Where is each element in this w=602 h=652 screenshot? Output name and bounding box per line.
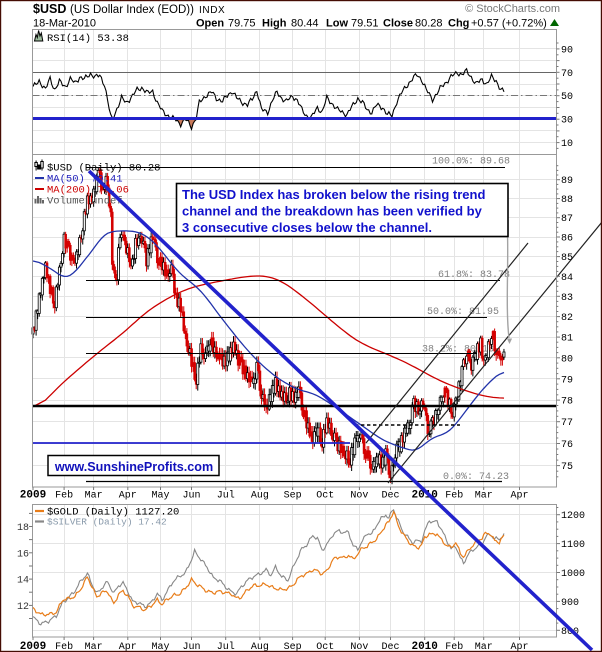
svg-text:81: 81 xyxy=(561,334,573,345)
svg-text:18: 18 xyxy=(17,523,29,534)
svg-text:+0.57 (+0.72%): +0.57 (+0.72%) xyxy=(471,18,547,30)
svg-text:© StockCharts.com: © StockCharts.com xyxy=(465,3,560,15)
svg-text:Jul: Jul xyxy=(217,490,235,502)
svg-text:79.51: 79.51 xyxy=(351,18,379,30)
svg-text:78: 78 xyxy=(561,397,573,408)
svg-text:76: 76 xyxy=(561,440,573,451)
svg-text:900: 900 xyxy=(561,598,579,609)
svg-text:Nov: Nov xyxy=(350,491,368,502)
svg-text:$SILVER (Daily) 17.42: $SILVER (Daily) 17.42 xyxy=(47,517,167,528)
svg-text:82: 82 xyxy=(561,313,573,324)
svg-text:80: 80 xyxy=(561,354,573,365)
svg-text:Mar: Mar xyxy=(475,491,493,502)
svg-text:May: May xyxy=(151,642,169,652)
svg-text:Mar: Mar xyxy=(85,642,103,652)
svg-text:1100: 1100 xyxy=(561,540,585,551)
svg-text:channel and the breakdown has: channel and the breakdown has been verif… xyxy=(182,203,483,218)
svg-text:0.0%: 74.23: 0.0%: 74.23 xyxy=(443,472,509,483)
svg-text:89: 89 xyxy=(561,176,573,187)
svg-text:INDX: INDX xyxy=(199,5,225,16)
svg-text:$USD: $USD xyxy=(33,2,66,16)
svg-text:Mar: Mar xyxy=(475,642,493,652)
svg-text:Apr: Apr xyxy=(510,642,528,652)
svg-text:18-Mar-2010: 18-Mar-2010 xyxy=(33,18,96,30)
svg-text:Volume undef: Volume undef xyxy=(47,196,123,208)
svg-text:79.75: 79.75 xyxy=(228,18,256,30)
svg-text:38.2%: 80.13: 38.2%: 80.13 xyxy=(422,345,494,356)
svg-text:2010: 2010 xyxy=(411,641,437,652)
svg-text:RSI(14) 53.38: RSI(14) 53.38 xyxy=(47,33,129,45)
svg-text:Apr: Apr xyxy=(119,642,137,652)
svg-text:Close: Close xyxy=(383,18,413,30)
svg-text:800: 800 xyxy=(561,627,579,638)
svg-text:86: 86 xyxy=(561,234,573,245)
svg-text:88: 88 xyxy=(561,195,573,206)
svg-text:Sep: Sep xyxy=(284,642,302,652)
svg-text:50.0%: 81.95: 50.0%: 81.95 xyxy=(427,307,499,318)
svg-text:16: 16 xyxy=(17,549,29,560)
svg-text:30: 30 xyxy=(561,116,573,127)
svg-text:10: 10 xyxy=(561,139,573,150)
svg-text:High: High xyxy=(262,18,287,30)
svg-text:Feb: Feb xyxy=(55,641,73,652)
svg-text:83: 83 xyxy=(561,293,573,304)
svg-text:Feb: Feb xyxy=(55,490,73,502)
svg-text:Dec: Dec xyxy=(381,491,399,502)
svg-text:75: 75 xyxy=(561,462,573,473)
svg-text:Feb: Feb xyxy=(445,641,463,652)
svg-text:50: 50 xyxy=(561,92,573,103)
svg-text:Open: Open xyxy=(196,18,224,30)
svg-text:$USD (Daily) 80.28: $USD (Daily) 80.28 xyxy=(47,163,160,175)
svg-text:Apr: Apr xyxy=(119,491,137,502)
svg-text:www.SunshineProfits.com: www.SunshineProfits.com xyxy=(54,460,213,474)
svg-text:Chg: Chg xyxy=(448,18,469,30)
svg-text:Oct: Oct xyxy=(316,642,334,652)
svg-text:Dec: Dec xyxy=(381,642,399,652)
svg-text:85: 85 xyxy=(561,253,573,264)
svg-text:80.44: 80.44 xyxy=(291,18,319,30)
svg-text:Oct: Oct xyxy=(316,491,334,502)
svg-text:12: 12 xyxy=(17,602,29,613)
svg-text:77: 77 xyxy=(561,418,573,429)
svg-text:80.28: 80.28 xyxy=(415,18,443,30)
svg-text:87: 87 xyxy=(561,214,573,225)
svg-text:(US Dollar Index (EOD)): (US Dollar Index (EOD)) xyxy=(70,4,194,16)
svg-text:Jun: Jun xyxy=(182,642,200,652)
svg-text:2009: 2009 xyxy=(20,490,46,502)
svg-text:Sep: Sep xyxy=(284,491,302,502)
svg-text:Jul: Jul xyxy=(217,641,235,652)
svg-text:14: 14 xyxy=(17,576,29,587)
svg-text:Feb: Feb xyxy=(445,490,463,502)
svg-text:Apr: Apr xyxy=(510,491,528,502)
svg-text:The USD Index has broken below: The USD Index has broken below the risin… xyxy=(182,187,485,202)
svg-text:79: 79 xyxy=(561,375,573,386)
svg-text:90: 90 xyxy=(561,45,573,56)
svg-text:3 consecutive closes below the: 3 consecutive closes below the channel. xyxy=(182,220,432,235)
svg-text:May: May xyxy=(151,491,169,502)
svg-text:Low: Low xyxy=(326,18,348,30)
svg-text:84: 84 xyxy=(561,273,573,284)
svg-text:$GOLD (Daily) 1127.20: $GOLD (Daily) 1127.20 xyxy=(47,507,179,519)
svg-text:70: 70 xyxy=(561,69,573,80)
svg-text:Aug: Aug xyxy=(251,642,269,652)
svg-text:100.0%: 89.68: 100.0%: 89.68 xyxy=(432,157,510,168)
svg-text:61.8%: 83.78: 61.8%: 83.78 xyxy=(438,270,510,281)
svg-text:Aug: Aug xyxy=(251,491,269,502)
svg-text:MA(50) 79.41: MA(50) 79.41 xyxy=(47,174,123,186)
svg-text:2009: 2009 xyxy=(20,641,46,652)
svg-text:Mar: Mar xyxy=(85,491,103,502)
svg-text:Jun: Jun xyxy=(182,491,200,502)
svg-text:1200: 1200 xyxy=(561,511,585,522)
svg-text:Nov: Nov xyxy=(350,642,368,652)
svg-text:1000: 1000 xyxy=(561,569,585,580)
